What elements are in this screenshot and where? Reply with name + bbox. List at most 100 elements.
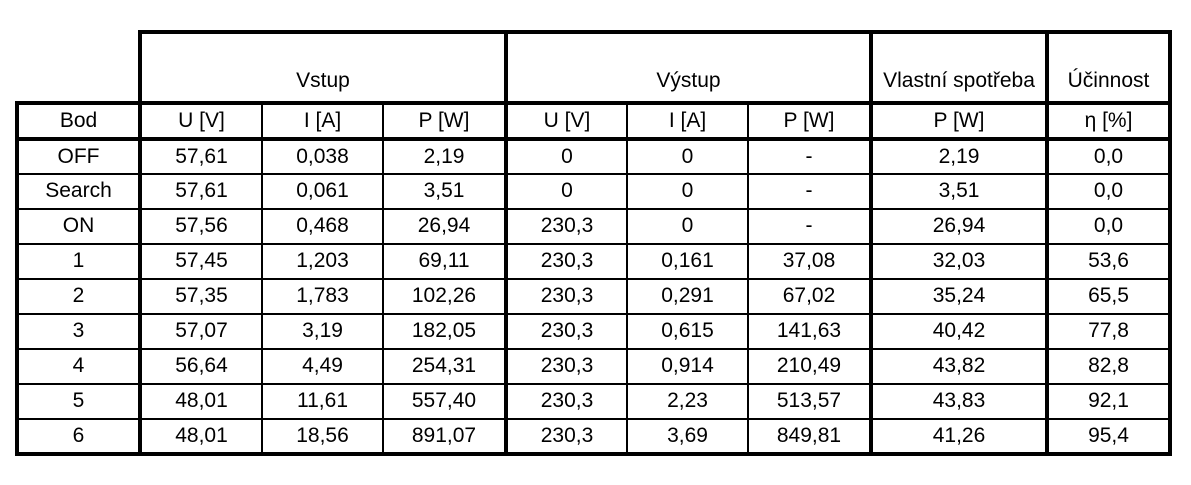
group-header-vystup: Výstup: [504, 30, 872, 105]
cell-bod: 1: [15, 243, 141, 280]
table-row: 3 57,07 3,19 182,05 230,3 0,615 141,63 4…: [15, 313, 1172, 350]
cell-eff: 0,0: [1045, 208, 1172, 245]
cell-bod: Search: [15, 173, 141, 210]
col-header-in-u: U [V]: [138, 101, 263, 141]
group-header-row: Vstup Výstup Vlastní spotřeba Účinnost: [17, 30, 1172, 105]
cell-in-i: 0,061: [261, 173, 384, 210]
col-header-out-p: P [W]: [747, 101, 872, 141]
cell-in-i: 0,038: [261, 138, 384, 175]
cell-in-u: 57,35: [138, 278, 263, 315]
cell-out-p: -: [747, 173, 872, 210]
table-row: 5 48,01 11,61 557,40 230,3 2,23 513,57 4…: [15, 383, 1172, 420]
table-row: 4 56,64 4,49 254,31 230,3 0,914 210,49 4…: [15, 348, 1172, 385]
cell-out-p: 141,63: [747, 313, 872, 350]
cell-out-u: 230,3: [504, 243, 628, 280]
cell-out-i: 2,23: [626, 383, 749, 420]
cell-bod: 6: [15, 418, 141, 456]
cell-bod: 3: [15, 313, 141, 350]
cell-out-u: 230,3: [504, 383, 628, 420]
cell-self-p: 43,82: [869, 348, 1048, 385]
cell-in-i: 0,468: [261, 208, 384, 245]
cell-out-i: 0,914: [626, 348, 749, 385]
cell-eff: 65,5: [1045, 278, 1172, 315]
table-row: 1 57,45 1,203 69,11 230,3 0,161 37,08 32…: [15, 243, 1172, 280]
col-header-bod: Bod: [15, 101, 141, 141]
cell-out-i: 0: [626, 208, 749, 245]
cell-bod: 5: [15, 383, 141, 420]
cell-self-p: 26,94: [869, 208, 1048, 245]
cell-in-p: 69,11: [382, 243, 507, 280]
cell-out-i: 0,615: [626, 313, 749, 350]
cell-out-u: 0: [504, 173, 628, 210]
cell-out-p: 849,81: [747, 418, 872, 456]
cell-in-u: 57,56: [138, 208, 263, 245]
corner-spacer: [17, 32, 140, 103]
cell-eff: 92,1: [1045, 383, 1172, 420]
cell-in-u: 57,45: [138, 243, 263, 280]
cell-out-u: 230,3: [504, 348, 628, 385]
cell-in-p: 891,07: [382, 418, 507, 456]
cell-bod: OFF: [15, 138, 141, 175]
cell-out-p: 513,57: [747, 383, 872, 420]
cell-self-p: 2,19: [869, 138, 1048, 175]
group-header-ucinnost: Účinnost: [1045, 30, 1172, 105]
cell-in-p: 3,51: [382, 173, 507, 210]
cell-in-u: 57,61: [138, 173, 263, 210]
cell-self-p: 40,42: [869, 313, 1048, 350]
cell-out-p: -: [747, 208, 872, 245]
cell-bod: 2: [15, 278, 141, 315]
col-header-out-i: I [A]: [626, 101, 749, 141]
cell-self-p: 32,03: [869, 243, 1048, 280]
cell-out-p: 210,49: [747, 348, 872, 385]
cell-out-p: 37,08: [747, 243, 872, 280]
cell-eff: 82,8: [1045, 348, 1172, 385]
cell-eff: 95,4: [1045, 418, 1172, 456]
col-header-eta: η [%]: [1045, 101, 1172, 141]
cell-out-i: 0,161: [626, 243, 749, 280]
column-header-row: Bod U [V] I [A] P [W] U [V] I [A] P [W] …: [15, 101, 1172, 141]
cell-out-u: 0: [504, 138, 628, 175]
cell-out-i: 0: [626, 138, 749, 175]
cell-out-i: 0,291: [626, 278, 749, 315]
cell-in-p: 26,94: [382, 208, 507, 245]
cell-bod: 4: [15, 348, 141, 385]
group-header-vstup: Vstup: [138, 30, 507, 105]
cell-bod: ON: [15, 208, 141, 245]
cell-in-u: 57,61: [138, 138, 263, 175]
cell-eff: 53,6: [1045, 243, 1172, 280]
cell-eff: 0,0: [1045, 173, 1172, 210]
col-header-out-u: U [V]: [504, 101, 628, 141]
cell-in-p: 182,05: [382, 313, 507, 350]
cell-in-p: 254,31: [382, 348, 507, 385]
cell-in-u: 48,01: [138, 383, 263, 420]
cell-in-i: 1,203: [261, 243, 384, 280]
cell-in-p: 102,26: [382, 278, 507, 315]
cell-out-p: -: [747, 138, 872, 175]
cell-in-i: 18,56: [261, 418, 384, 456]
cell-self-p: 41,26: [869, 418, 1048, 456]
cell-self-p: 3,51: [869, 173, 1048, 210]
cell-in-u: 48,01: [138, 418, 263, 456]
cell-in-i: 11,61: [261, 383, 384, 420]
cell-in-i: 1,783: [261, 278, 384, 315]
cell-out-p: 67,02: [747, 278, 872, 315]
cell-out-u: 230,3: [504, 313, 628, 350]
cell-in-p: 557,40: [382, 383, 507, 420]
group-header-vlastni-spotreba: Vlastní spotřeba: [869, 30, 1048, 105]
cell-out-u: 230,3: [504, 208, 628, 245]
cell-out-i: 0: [626, 173, 749, 210]
cell-out-u: 230,3: [504, 278, 628, 315]
cell-self-p: 43,83: [869, 383, 1048, 420]
cell-in-p: 2,19: [382, 138, 507, 175]
col-header-in-i: I [A]: [261, 101, 384, 141]
cell-in-i: 3,19: [261, 313, 384, 350]
table-row: 6 48,01 18,56 891,07 230,3 3,69 849,81 4…: [15, 418, 1172, 456]
col-header-self-p: P [W]: [869, 101, 1048, 141]
table-row: 2 57,35 1,783 102,26 230,3 0,291 67,02 3…: [15, 278, 1172, 315]
table-row: Search 57,61 0,061 3,51 0 0 - 3,51 0,0: [15, 173, 1172, 210]
measurement-table: Vstup Výstup Vlastní spotřeba Účinnost B…: [15, 30, 1172, 456]
table-row: ON 57,56 0,468 26,94 230,3 0 - 26,94 0,0: [15, 208, 1172, 245]
cell-eff: 77,8: [1045, 313, 1172, 350]
table-row: OFF 57,61 0,038 2,19 0 0 - 2,19 0,0: [15, 138, 1172, 175]
